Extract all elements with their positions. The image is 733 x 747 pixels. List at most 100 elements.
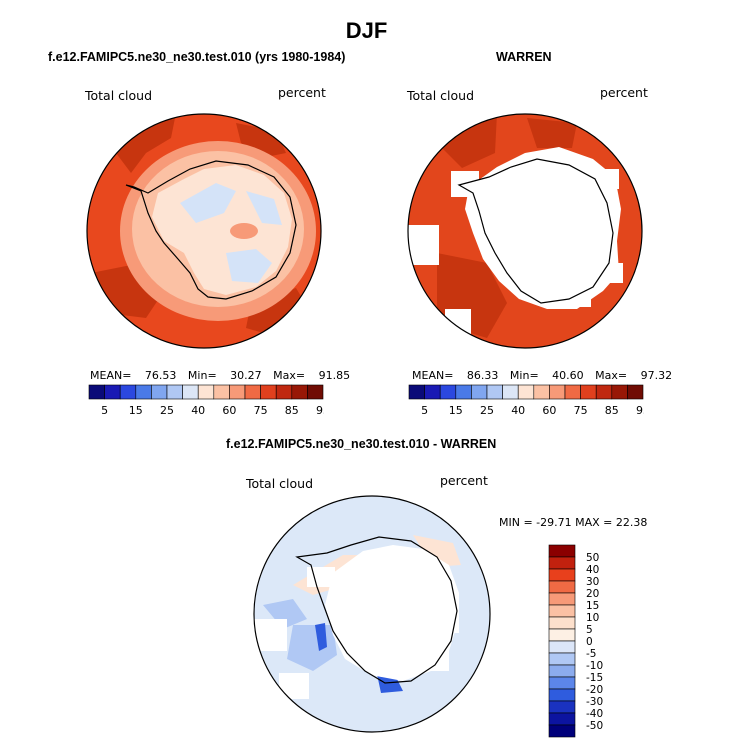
colorbar-swatch <box>244 384 261 400</box>
colorbar-swatch <box>548 664 576 678</box>
colorbar-labels: 5 15 25 40 60 75 85 95 <box>101 404 324 417</box>
colorbar-swatch <box>104 384 121 400</box>
no-data-block <box>254 619 287 651</box>
colorbar-swatches <box>408 384 644 400</box>
colorbar-tick-label: 75 <box>574 404 588 417</box>
colorbar-swatch <box>408 384 425 400</box>
colorbar-swatch <box>455 384 472 400</box>
colorbar-tick-label: -20 <box>586 684 603 696</box>
colorbar-tick-label: 95 <box>316 404 324 417</box>
no-data-block <box>597 169 619 189</box>
colorbar-obs: 5 15 25 40 60 75 85 95 <box>408 384 644 417</box>
max-label: Max= <box>273 369 306 382</box>
colorbar-tick-label: 0 <box>586 636 593 648</box>
mean-value: 86.33 <box>466 369 499 382</box>
panel-3-minmax: MIN = -29.71 MAX = 22.38 <box>499 516 648 529</box>
min-value: 30.27 <box>230 369 262 382</box>
colorbar-tick-label: 85 <box>605 404 619 417</box>
map-diff <box>253 495 491 733</box>
negative-diff-patch <box>263 599 307 629</box>
no-data-block <box>408 225 439 265</box>
colorbar-swatch <box>517 384 535 400</box>
colorbar-swatch <box>627 384 644 400</box>
colorbar-swatch <box>291 384 308 400</box>
low-cloud-patch <box>226 249 272 283</box>
mean-label: MEAN= <box>412 369 454 382</box>
colorbar-tick-label: 60 <box>222 404 236 417</box>
min-label: Min= <box>187 369 217 382</box>
interior-warm-patch <box>230 223 258 239</box>
colorbar-swatch <box>548 544 576 558</box>
no-data-block <box>567 289 591 307</box>
panel-3-title: f.e12.FAMIPC5.ne30_ne30.test.010 - WARRE… <box>226 437 497 451</box>
panel-2-variable: Total cloud <box>407 88 475 103</box>
min-label: Min= <box>509 369 539 382</box>
panel-1-variable: Total cloud <box>85 88 153 103</box>
colorbar-swatch <box>548 712 576 726</box>
antarctica-coastline <box>457 158 614 304</box>
colorbar-swatch <box>548 580 576 594</box>
mean-label: MEAN= <box>90 369 132 382</box>
colorbar-swatch <box>260 384 277 400</box>
colorbar-swatches <box>88 384 324 400</box>
map-border <box>407 113 643 349</box>
panel-1-stats: MEAN= 76.53 Min= 30.27 Max= 91.85 <box>90 369 350 382</box>
colorbar-swatch <box>533 384 550 400</box>
colorbar-swatch <box>119 384 137 400</box>
colorbar-swatch <box>548 640 576 654</box>
mean-value: 76.53 <box>144 369 177 382</box>
colorbar-tick-label: -30 <box>586 696 603 708</box>
colorbar-swatch <box>564 384 581 400</box>
panel-2-units: percent <box>600 85 648 100</box>
colorbar-tick-label: -50 <box>586 720 603 732</box>
map-border <box>86 113 322 349</box>
colorbar-swatch <box>611 384 628 400</box>
max-value: 97.32 <box>640 369 673 382</box>
colorbar-swatch <box>166 384 183 400</box>
colorbar-swatch <box>548 688 576 702</box>
colorbar-tick-label: 40 <box>511 404 525 417</box>
max-label: Max= <box>595 369 628 382</box>
panel-1-units: percent <box>278 85 326 100</box>
antarctica-coastline <box>295 536 458 684</box>
low-cloud-patch <box>180 183 236 223</box>
colorbar-tick-label: 25 <box>480 404 494 417</box>
colorbar-tick-label: 5 <box>586 624 593 636</box>
strong-negative-patch <box>315 623 327 651</box>
colorbar-tick-label: 15 <box>129 404 143 417</box>
map-model <box>86 113 322 349</box>
colorbar-swatch <box>88 384 105 400</box>
colorbar-swatch <box>229 384 246 400</box>
colorbar-swatch <box>548 628 576 642</box>
colorbar-model: 5 15 25 40 60 75 85 95 <box>88 384 324 417</box>
colorbar-tick-label: 25 <box>160 404 174 417</box>
colorbar-swatch <box>548 604 576 618</box>
colorbar-swatch <box>502 384 519 400</box>
panel-3-units: percent <box>440 473 488 488</box>
map-border <box>253 495 491 733</box>
colorbar-swatch <box>439 384 457 400</box>
antarctica-coastline <box>125 160 297 300</box>
colorbar-swatches <box>548 544 576 738</box>
min-value: 40.60 <box>552 369 584 382</box>
colorbar-tick-label: 15 <box>449 404 463 417</box>
colorbar-tick-label: 5 <box>101 404 108 417</box>
colorbar-tick-label: 30 <box>586 576 599 588</box>
colorbar-swatch <box>548 652 576 666</box>
colorbar-swatch <box>197 384 215 400</box>
colorbar-tick-label: -5 <box>586 648 596 660</box>
colorbar-tick-label: 10 <box>586 612 599 624</box>
no-data-region <box>325 545 459 681</box>
colorbar-swatch <box>548 568 576 582</box>
no-data-block <box>307 567 335 587</box>
colorbar-swatch <box>213 384 230 400</box>
colorbar-tick-label: -15 <box>586 672 603 684</box>
page-title: DJF <box>345 18 388 43</box>
panel-3-variable: Total cloud <box>246 476 314 491</box>
colorbar-swatch <box>471 384 488 400</box>
low-cloud-patch <box>246 191 282 225</box>
colorbar-swatch <box>595 384 613 400</box>
colorbar-swatch <box>548 724 576 738</box>
colorbar-swatch <box>549 384 566 400</box>
